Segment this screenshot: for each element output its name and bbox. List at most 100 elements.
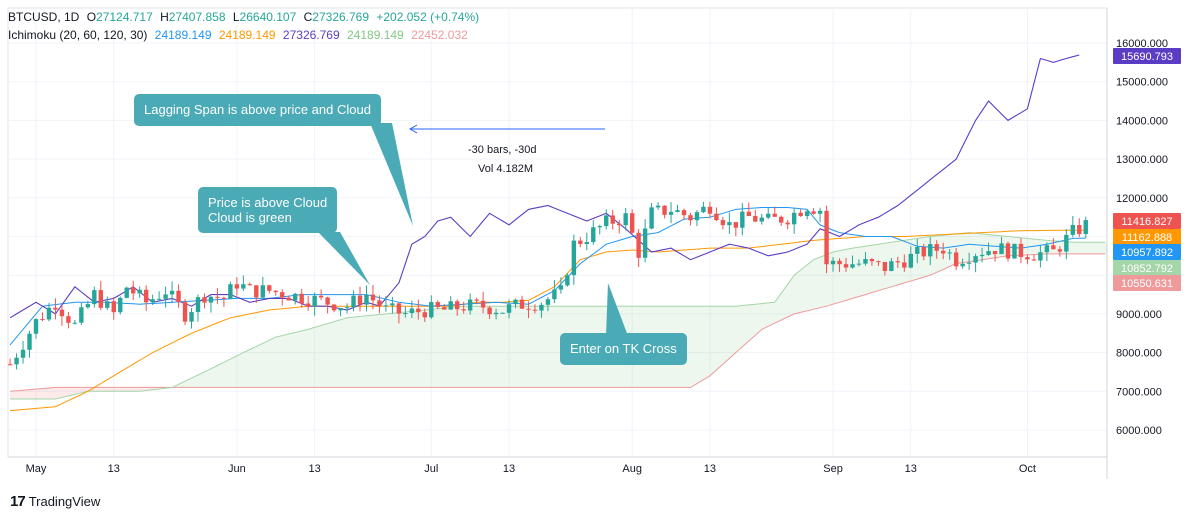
candle-body (623, 213, 628, 226)
candle-body (260, 285, 265, 298)
candle-body (182, 302, 188, 322)
cloud-segment (742, 304, 749, 347)
candle-body (325, 297, 330, 305)
candle-body (1012, 243, 1017, 259)
cloud-segment (68, 387, 75, 396)
price-tag-label: 15690.793 (1121, 51, 1173, 63)
cloud-segment (379, 313, 386, 388)
cloud-segment (476, 306, 484, 388)
cloud-segment (398, 311, 406, 388)
candle-body (364, 294, 369, 305)
candle-body (895, 261, 901, 263)
indicator-value-spanA: 24189.149 (347, 28, 404, 42)
candle-body (655, 205, 661, 208)
cloud-segment (1105, 242, 1107, 254)
cloud-segment (684, 306, 691, 388)
candle-body (766, 213, 771, 218)
change-value: +202.052 (+0.74%) (376, 10, 480, 24)
cloud-segment (1033, 239, 1041, 255)
candle-body (403, 313, 408, 315)
cloud-segment (962, 232, 970, 263)
candle-body (966, 262, 972, 264)
candle-body (318, 295, 324, 298)
cloud-segment (515, 306, 522, 388)
price-tag-bg (1113, 229, 1181, 245)
cloud-segment (1085, 242, 1093, 254)
candle-body (312, 295, 317, 307)
candle-body (526, 308, 531, 310)
time-axis-label: Jun (228, 463, 246, 475)
cloud-segment (547, 306, 555, 388)
candle-body (208, 296, 214, 303)
cloud-segment (1098, 242, 1106, 254)
candle-body (480, 300, 486, 308)
candle-body (105, 301, 110, 308)
candle-body (124, 287, 129, 298)
plot-border (7, 7, 1108, 458)
time-axis-label: 13 (503, 463, 515, 475)
candle-body (221, 297, 227, 299)
cloud-segment (871, 244, 879, 293)
cloud-segment (496, 306, 503, 388)
candle-body (824, 210, 829, 265)
cloud-segment (897, 240, 905, 285)
cloud-segment (262, 340, 270, 388)
callout-tail-cloud (318, 232, 370, 285)
candle-body (305, 303, 311, 307)
cloud-segment (295, 330, 302, 388)
annotation-lagging[interactable]: Lagging Span is above price and Cloud (134, 94, 381, 126)
cloud-segment (969, 232, 976, 262)
cloud-segment (437, 308, 445, 388)
cloud-segment (489, 306, 497, 388)
candle-body (519, 299, 525, 309)
cloud-segment (690, 306, 697, 388)
candle-body (455, 301, 460, 310)
candle-body (642, 228, 648, 258)
candle-body (422, 312, 427, 318)
cloud-segment (223, 359, 231, 388)
candle-body (694, 212, 700, 221)
candle-body (720, 220, 726, 226)
candle-body (7, 364, 13, 366)
candle-body (338, 308, 343, 311)
candle-body (1005, 243, 1011, 259)
cloud-segment (936, 235, 944, 273)
cloud-segment (509, 306, 516, 388)
candle-body (545, 299, 551, 305)
candle-body (584, 242, 589, 245)
annotation-entry[interactable]: Enter on TK Cross (560, 333, 687, 365)
annotation-cloud[interactable]: Price is above Cloud Cloud is green (198, 187, 338, 233)
measure-vol-label: Vol 4.182M (478, 163, 534, 175)
candle-body (331, 304, 337, 311)
candle-body (14, 357, 19, 365)
candle-body (921, 246, 926, 257)
callout-tail-lagging (370, 123, 413, 226)
candle-body (435, 302, 440, 308)
cloud-segment (191, 375, 198, 388)
cloud-segment (800, 264, 808, 313)
candle-body (785, 222, 790, 225)
annotation-shapes (318, 123, 628, 336)
candle-body (617, 223, 622, 226)
price-axis-label: 14000.000 (1116, 115, 1168, 127)
cloud-segment (185, 378, 192, 388)
cloud-segment (450, 306, 458, 388)
high-value: 27407.858 (168, 10, 226, 24)
cloud-segment (178, 381, 186, 388)
candle-body (753, 216, 758, 222)
candle-body (552, 289, 557, 300)
cloud-segment (126, 387, 134, 392)
candle-body (195, 297, 201, 313)
cloud-segment (120, 387, 127, 392)
candle-body (947, 252, 952, 254)
price-axis-label: 8000.000 (1116, 348, 1162, 360)
footer-brand[interactable]: 17 TradingView (10, 493, 100, 510)
candle-body (960, 263, 965, 267)
candle-body (953, 252, 959, 267)
candle-body (1077, 225, 1082, 235)
candle-body (377, 300, 382, 307)
symbol-row: BTCUSD, 1D O27124.717 H27407.858 L26640.… (8, 8, 487, 26)
candle-body (493, 312, 499, 315)
cloud-segment (502, 306, 510, 388)
